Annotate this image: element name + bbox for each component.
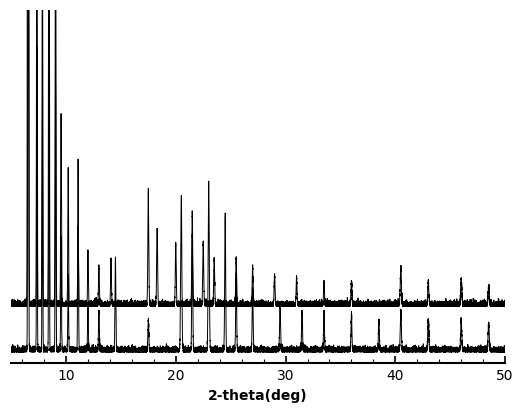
- X-axis label: 2-theta(deg): 2-theta(deg): [208, 388, 308, 402]
